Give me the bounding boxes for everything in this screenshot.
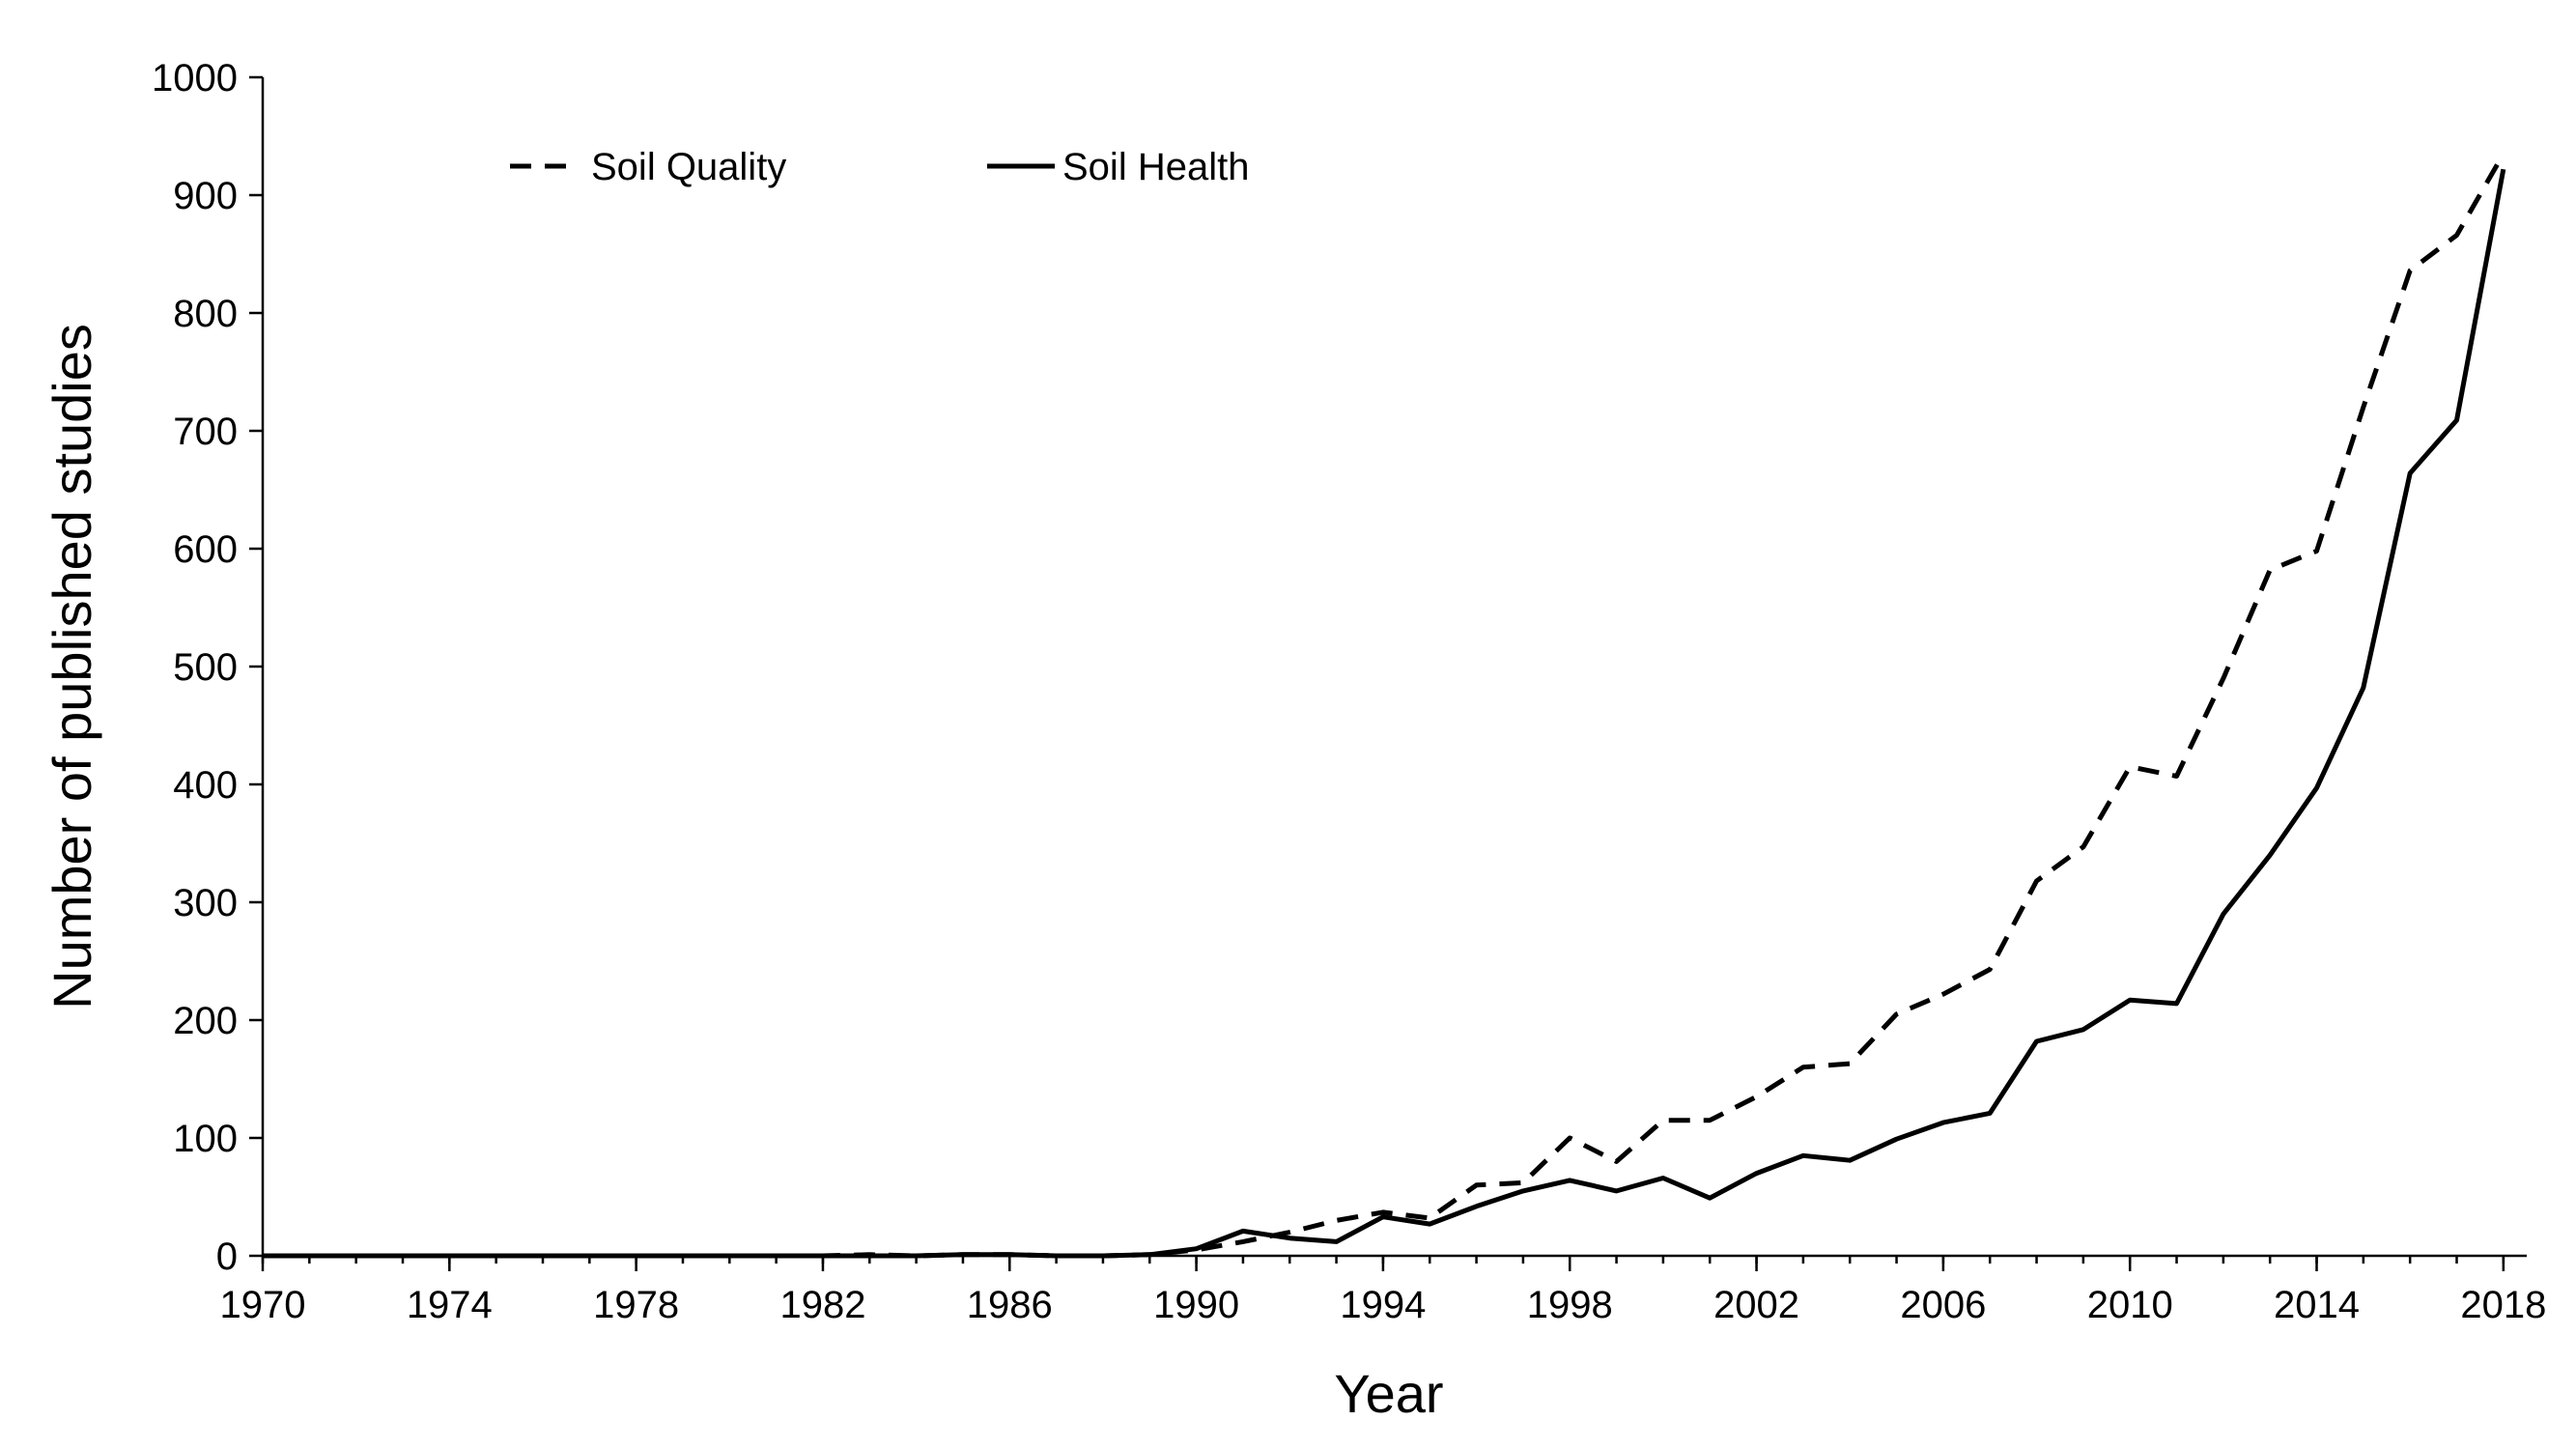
y-tick-label: 600 <box>173 528 238 571</box>
x-tick-label: 1994 <box>1340 1284 1426 1326</box>
y-tick-label: 400 <box>173 764 238 807</box>
x-tick-label: 1982 <box>779 1284 865 1326</box>
y-tick-label: 100 <box>173 1118 238 1160</box>
x-axis-title: Year <box>1334 1363 1443 1424</box>
legend-label-soil-health: Soil Health <box>1062 146 1249 188</box>
axes <box>261 77 2527 1258</box>
y-ticks: 0 100 200 300 400 500 600 700 800 900 1000 <box>152 57 263 1278</box>
x-tick-label: 1974 <box>407 1284 493 1326</box>
y-tick-label: 700 <box>173 411 238 453</box>
x-tick-label: 2006 <box>1900 1284 1986 1326</box>
x-tick-label: 1986 <box>967 1284 1053 1326</box>
y-tick-label: 800 <box>173 293 238 335</box>
y-axis-title: Number of published studies <box>42 324 102 1009</box>
legend-label-soil-quality: Soil Quality <box>591 146 786 188</box>
x-tick-label: 2018 <box>2460 1284 2546 1326</box>
y-tick-label: 200 <box>173 1000 238 1042</box>
series-line-soil-health <box>263 168 2506 1259</box>
x-ticks: 1970 1974 1978 1982 1986 1990 1994 1998 2002 2006… <box>220 1256 2546 1326</box>
y-tick-label: 1000 <box>152 57 238 99</box>
series-line-soil-quality <box>263 153 2505 1259</box>
x-tick-label: 2014 <box>2274 1284 2360 1326</box>
y-tick-label: 0 <box>216 1236 238 1278</box>
y-tick-label: 900 <box>173 175 238 217</box>
x-tick-label: 1970 <box>220 1284 306 1326</box>
x-tick-label: 1990 <box>1153 1284 1239 1326</box>
y-tick-label: 300 <box>173 882 238 924</box>
x-tick-label: 1998 <box>1527 1284 1613 1326</box>
x-tick-label: 1978 <box>593 1284 679 1326</box>
y-tick-label: 500 <box>173 646 238 689</box>
x-tick-label: 2002 <box>1713 1284 1799 1326</box>
legend: Soil Quality Soil Health <box>510 146 1249 188</box>
series-group <box>263 153 2506 1259</box>
x-tick-label: 2010 <box>2087 1284 2173 1326</box>
